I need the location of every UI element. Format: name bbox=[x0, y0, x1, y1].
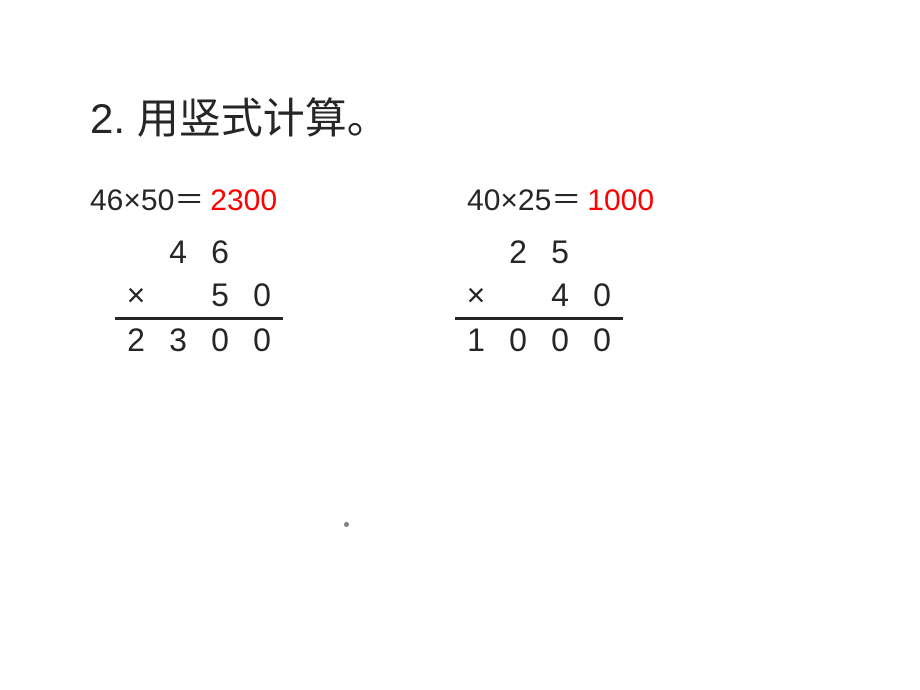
equation-left-expr: 46×50＝ bbox=[90, 175, 204, 219]
multiply-sign: × bbox=[455, 274, 497, 318]
cell bbox=[581, 230, 623, 274]
cell: 4 bbox=[539, 274, 581, 318]
table-row-result: 2 3 0 0 bbox=[115, 318, 283, 362]
vertical-calc-left: 4 6 × 5 0 2 3 0 0 bbox=[115, 230, 283, 362]
center-dot-icon bbox=[344, 522, 349, 527]
cell bbox=[497, 274, 539, 318]
cell: 3 bbox=[157, 318, 199, 362]
cell: 0 bbox=[199, 318, 241, 362]
cell: 0 bbox=[539, 318, 581, 362]
cell: 4 bbox=[157, 230, 199, 274]
cell: 1 bbox=[455, 318, 497, 362]
cell: 5 bbox=[539, 230, 581, 274]
table-row: × 4 0 bbox=[455, 274, 623, 318]
cell bbox=[115, 230, 157, 274]
cell: 0 bbox=[497, 318, 539, 362]
vertical-table-right: 2 5 × 4 0 1 0 0 0 bbox=[455, 230, 623, 362]
cell: 0 bbox=[581, 274, 623, 318]
equation-right-expr: 40×25＝ bbox=[467, 175, 581, 219]
equation-row: 46×50＝ 2300 40×25＝ 1000 bbox=[90, 175, 830, 219]
multiply-sign: × bbox=[115, 274, 157, 318]
cell: 6 bbox=[199, 230, 241, 274]
table-row: × 5 0 bbox=[115, 274, 283, 318]
cell: 0 bbox=[241, 274, 283, 318]
cell: 2 bbox=[497, 230, 539, 274]
table-row: 4 6 bbox=[115, 230, 283, 274]
cell: 0 bbox=[241, 318, 283, 362]
equation-right: 40×25＝ 1000 bbox=[467, 175, 654, 219]
cell bbox=[241, 230, 283, 274]
cell bbox=[455, 230, 497, 274]
vertical-table-left: 4 6 × 5 0 2 3 0 0 bbox=[115, 230, 283, 362]
vertical-calc-right: 2 5 × 4 0 1 0 0 0 bbox=[455, 230, 623, 362]
section-title: 2. 用竖式计算。 bbox=[90, 85, 389, 146]
cell bbox=[157, 274, 199, 318]
cell: 2 bbox=[115, 318, 157, 362]
table-row: 2 5 bbox=[455, 230, 623, 274]
equation-left: 46×50＝ 2300 bbox=[90, 175, 277, 219]
table-row-result: 1 0 0 0 bbox=[455, 318, 623, 362]
equation-left-answer: 2300 bbox=[210, 184, 277, 218]
cell: 5 bbox=[199, 274, 241, 318]
cell: 0 bbox=[581, 318, 623, 362]
equation-right-answer: 1000 bbox=[587, 184, 654, 218]
